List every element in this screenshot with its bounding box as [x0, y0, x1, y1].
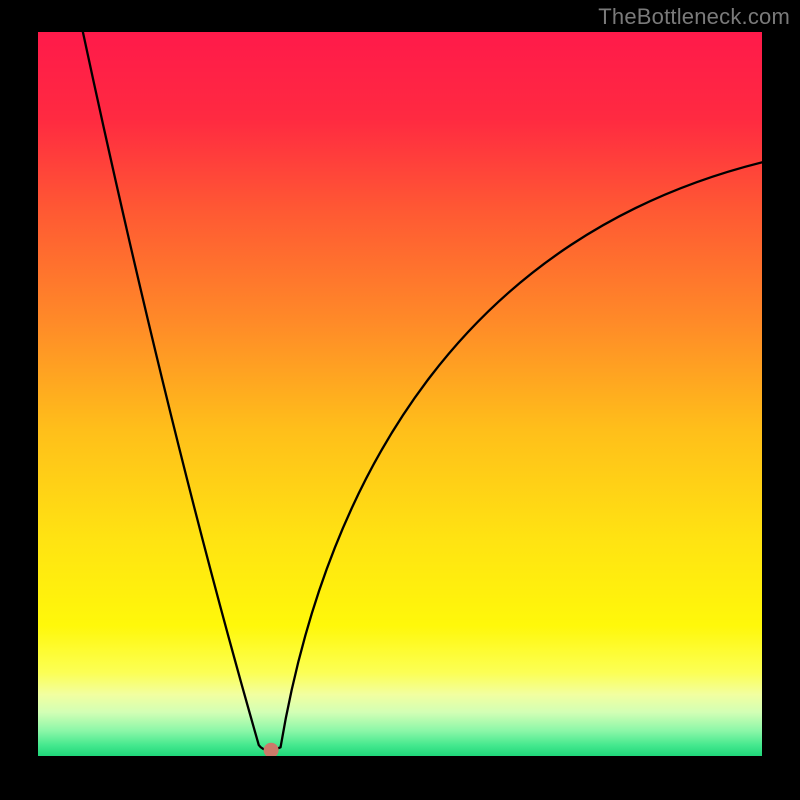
- chart-frame: TheBottleneck.com: [0, 0, 800, 800]
- optimum-marker: [38, 32, 762, 756]
- plot-area: [38, 32, 762, 756]
- watermark-text: TheBottleneck.com: [598, 4, 790, 30]
